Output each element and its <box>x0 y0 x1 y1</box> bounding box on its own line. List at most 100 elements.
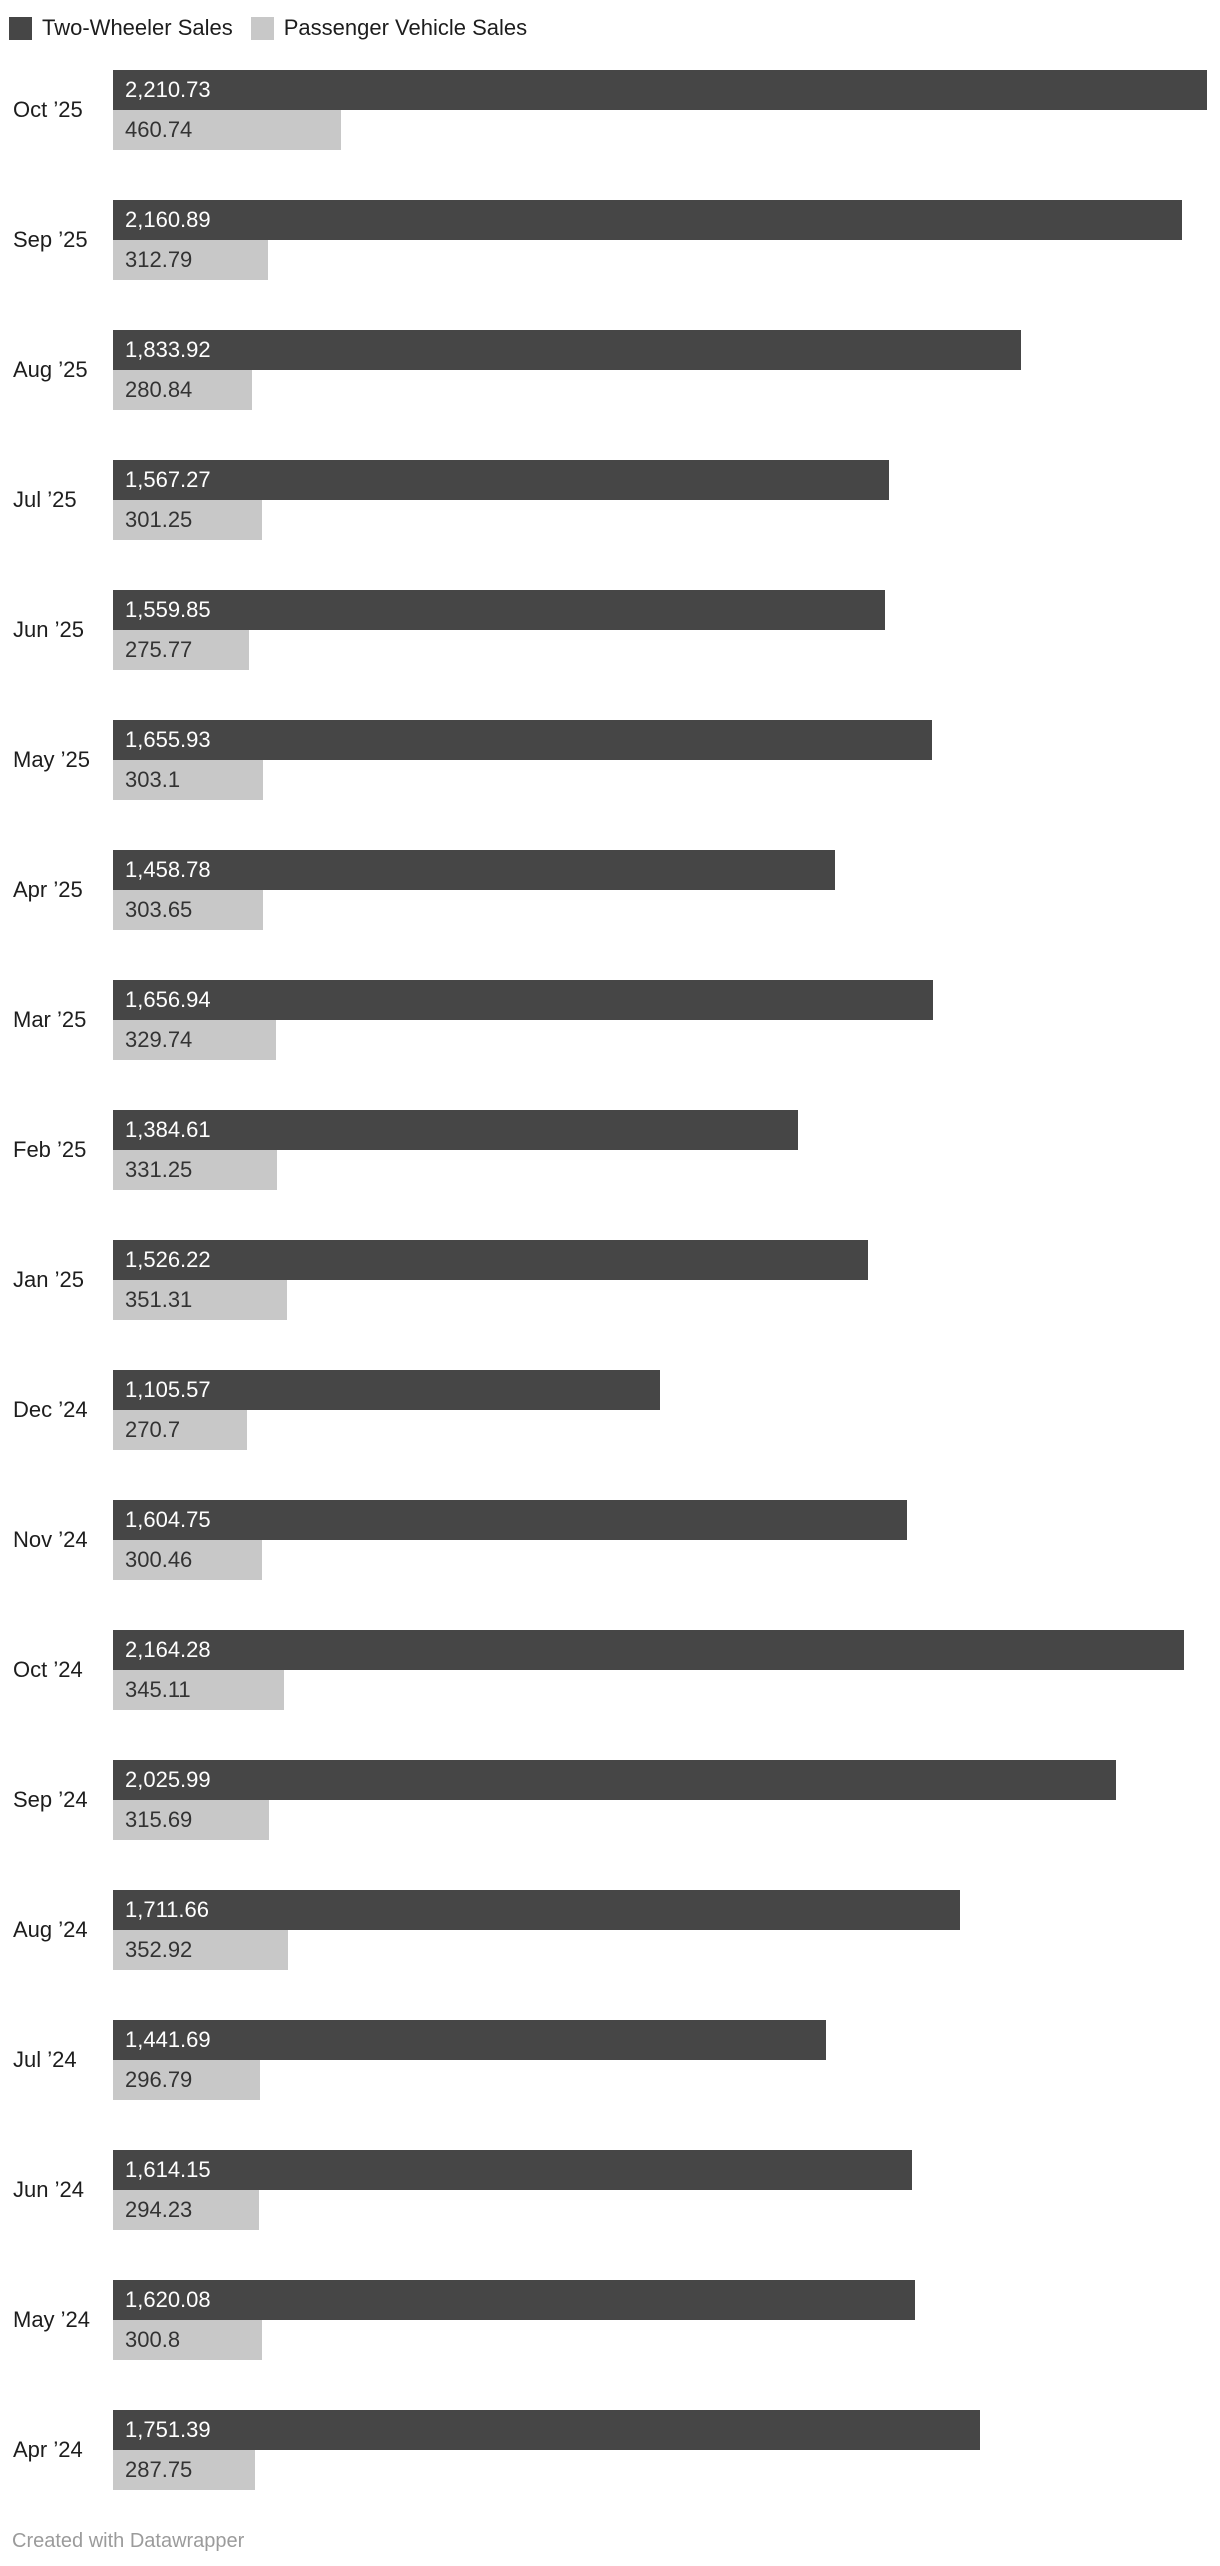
bar-two-wheeler: 1,526.22 <box>113 1240 868 1280</box>
bar-value-label: 331.25 <box>125 1157 193 1182</box>
bar-value-label: 294.23 <box>125 2197 193 2222</box>
bar-two-wheeler: 2,025.99 <box>113 1760 1116 1800</box>
bar-two-wheeler: 1,614.15 <box>113 2150 912 2190</box>
row-bars: 1,833.92 280.84 <box>113 330 1220 410</box>
row-label: May ’25 <box>13 747 91 772</box>
bar-value-label: 280.84 <box>125 377 193 402</box>
bar-two-wheeler: 1,711.66 <box>113 1890 960 1930</box>
row-label: Jul ’24 <box>13 2047 77 2072</box>
bar-value-label: 296.79 <box>125 2067 193 2092</box>
bar-passenger-vehicle: 294.23 <box>113 2190 259 2230</box>
bar-value-label: 2,025.99 <box>125 1767 211 1792</box>
row-label: Dec ’24 <box>13 1397 88 1422</box>
chart-row: Jun ’25 1,559.85 275.77 <box>0 590 1220 670</box>
legend-swatch-two-wheeler <box>9 16 32 40</box>
row-label: Nov ’24 <box>13 1527 88 1552</box>
chart-row: Mar ’25 1,656.94 329.74 <box>0 980 1220 1060</box>
bar-value-label: 303.65 <box>125 897 193 922</box>
chart-row: Aug ’25 1,833.92 280.84 <box>0 330 1220 410</box>
bars-area: Oct ’25 2,210.73 460.74 Sep ’25 2,160.89 312.… <box>0 70 1220 2490</box>
chart-row: Apr ’25 1,458.78 303.65 <box>0 850 1220 930</box>
row-label: Apr ’24 <box>13 2437 83 2462</box>
bar-passenger-vehicle: 296.79 <box>113 2060 260 2100</box>
bar-passenger-vehicle: 312.79 <box>113 240 268 280</box>
bar-two-wheeler: 1,751.39 <box>113 2410 980 2450</box>
row-label: Jan ’25 <box>13 1267 84 1292</box>
bar-value-label: 329.74 <box>125 1027 193 1052</box>
legend-item-passenger-vehicle: Passenger Vehicle Sales <box>250 15 527 41</box>
bar-value-label: 1,559.85 <box>125 597 211 622</box>
bar-value-label: 2,210.73 <box>125 77 211 102</box>
bar-value-label: 1,620.08 <box>125 2287 211 2312</box>
bar-value-label: 1,384.61 <box>125 1117 211 1142</box>
row-bars: 1,656.94 329.74 <box>113 980 1220 1060</box>
bar-value-label: 1,458.78 <box>125 857 211 882</box>
bar-passenger-vehicle: 301.25 <box>113 500 262 540</box>
bar-two-wheeler: 1,620.08 <box>113 2280 915 2320</box>
row-label: Feb ’25 <box>13 1137 87 1162</box>
bar-two-wheeler: 1,441.69 <box>113 2020 826 2060</box>
row-bars: 1,604.75 300.46 <box>113 1500 1220 1580</box>
chart-row: Jun ’24 1,614.15 294.23 <box>0 2150 1220 2230</box>
legend-label-two-wheeler: Two-Wheeler Sales <box>42 15 233 40</box>
bar-two-wheeler: 2,160.89 <box>113 200 1182 240</box>
bar-value-label: 1,105.57 <box>125 1377 211 1402</box>
row-bars: 2,160.89 312.79 <box>113 200 1220 280</box>
row-bars: 1,526.22 351.31 <box>113 1240 1220 1320</box>
bar-two-wheeler: 1,458.78 <box>113 850 835 890</box>
row-bars: 1,567.27 301.25 <box>113 460 1220 540</box>
bar-value-label: 351.31 <box>125 1287 193 1312</box>
bar-passenger-vehicle: 303.1 <box>113 760 263 800</box>
bar-value-label: 1,604.75 <box>125 1507 211 1532</box>
bar-two-wheeler: 2,164.28 <box>113 1630 1184 1670</box>
row-label: Sep ’24 <box>13 1787 88 1812</box>
chart-row: Sep ’24 2,025.99 315.69 <box>0 1760 1220 1840</box>
datawrapper-credit[interactable]: Created with Datawrapper <box>12 2530 245 2552</box>
chart-row: Nov ’24 1,604.75 300.46 <box>0 1500 1220 1580</box>
bar-value-label: 300.8 <box>125 2327 181 2352</box>
bar-passenger-vehicle: 287.75 <box>113 2450 255 2490</box>
row-label: Aug ’24 <box>13 1917 88 1942</box>
bar-value-label: 301.25 <box>125 507 193 532</box>
bar-passenger-vehicle: 315.69 <box>113 1800 269 1840</box>
row-bars: 1,711.66 352.92 <box>113 1890 1220 1970</box>
chart-row: Jul ’24 1,441.69 296.79 <box>0 2020 1220 2100</box>
bar-value-label: 300.46 <box>125 1547 193 1572</box>
chart-row: Apr ’24 1,751.39 287.75 <box>0 2410 1220 2490</box>
bar-value-label: 460.74 <box>125 117 193 142</box>
chart-row: Oct ’25 2,210.73 460.74 <box>0 70 1220 150</box>
row-bars: 1,384.61 331.25 <box>113 1110 1220 1190</box>
bar-two-wheeler: 2,210.73 <box>113 70 1207 110</box>
bar-value-label: 1,567.27 <box>125 467 211 492</box>
chart-row: Jan ’25 1,526.22 351.31 <box>0 1240 1220 1320</box>
bar-passenger-vehicle: 303.65 <box>113 890 263 930</box>
row-label: Jun ’24 <box>13 2177 84 2202</box>
bar-value-label: 1,656.94 <box>125 987 211 1012</box>
chart-row: Dec ’24 1,105.57 270.7 <box>0 1370 1220 1450</box>
row-label: Mar ’25 <box>13 1007 87 1032</box>
bar-value-label: 1,711.66 <box>125 1897 210 1922</box>
bar-passenger-vehicle: 300.8 <box>113 2320 262 2360</box>
row-bars: 1,441.69 296.79 <box>113 2020 1220 2100</box>
row-bars: 1,105.57 270.7 <box>113 1370 1220 1450</box>
bar-value-label: 2,164.28 <box>125 1637 211 1662</box>
row-bars: 2,025.99 315.69 <box>113 1760 1220 1840</box>
chart-row: Feb ’25 1,384.61 331.25 <box>0 1110 1220 1190</box>
row-bars: 1,614.15 294.23 <box>113 2150 1220 2230</box>
bar-passenger-vehicle: 300.46 <box>113 1540 262 1580</box>
bar-two-wheeler: 1,833.92 <box>113 330 1021 370</box>
row-label: Jun ’25 <box>13 617 84 642</box>
bar-value-label: 1,751.39 <box>125 2417 211 2442</box>
bar-passenger-vehicle: 275.77 <box>113 630 249 670</box>
row-bars: 1,620.08 300.8 <box>113 2280 1220 2360</box>
chart-row: Jul ’25 1,567.27 301.25 <box>0 460 1220 540</box>
bar-value-label: 1,441.69 <box>125 2027 211 2052</box>
bar-passenger-vehicle: 331.25 <box>113 1150 277 1190</box>
bar-value-label: 270.7 <box>125 1417 181 1442</box>
row-bars: 2,164.28 345.11 <box>113 1630 1220 1710</box>
legend-item-two-wheeler: Two-Wheeler Sales <box>9 15 233 41</box>
row-label: Apr ’25 <box>13 877 83 902</box>
bar-value-label: 1,833.92 <box>125 337 211 362</box>
bar-value-label: 2,160.89 <box>125 207 211 232</box>
legend-swatch-passenger-vehicle <box>250 16 274 40</box>
